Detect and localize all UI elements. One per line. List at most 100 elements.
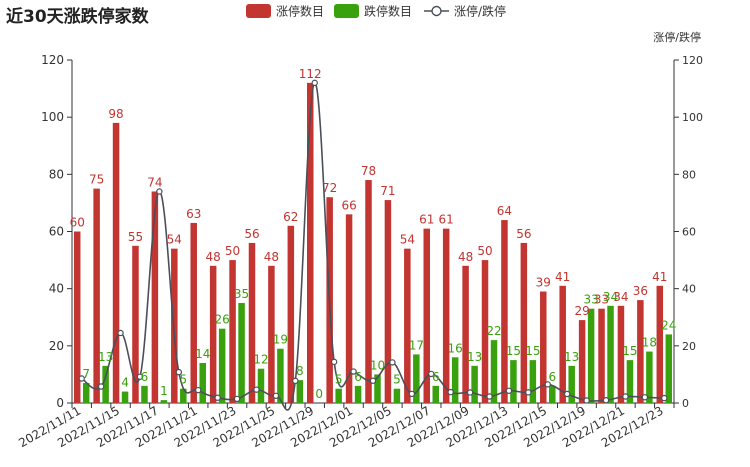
bar-limit-up-label: 98	[108, 107, 123, 121]
bar-limit-up-label: 33	[594, 293, 609, 307]
bar-limit-down-label: 15	[622, 344, 637, 358]
ratio-point	[505, 387, 513, 394]
ratio-point	[661, 394, 668, 402]
y-axis-right-tick-label: 20	[682, 340, 696, 353]
bar-limit-up-label: 62	[283, 210, 298, 224]
bar-limit-up-label: 54	[167, 233, 182, 247]
bar-limit-up	[540, 291, 547, 403]
bar-limit-up	[93, 188, 100, 403]
bar-limit-down-label: 26	[215, 313, 230, 327]
bar-limit-down-label: 5	[335, 373, 343, 387]
bar-limit-down	[587, 308, 595, 403]
bar-limit-down-label: 6	[548, 370, 556, 384]
bar-limit-down	[626, 360, 634, 403]
ratio-point	[195, 386, 202, 394]
bar-limit-down	[82, 382, 90, 403]
bar-limit-up-label: 72	[322, 181, 337, 195]
bar-limit-down-label: 15	[525, 344, 540, 358]
y-axis-right-tick-label: 0	[682, 397, 689, 410]
bar-limit-up-label: 36	[633, 284, 648, 298]
bar-limit-down	[510, 360, 517, 403]
bar-limit-up	[268, 265, 275, 403]
bar-limit-down-label: 1	[160, 384, 168, 398]
bar-limit-up-label: 34	[613, 290, 628, 304]
bar-limit-up-label: 29	[574, 304, 589, 318]
bar-limit-down	[277, 348, 284, 403]
bar-limit-down	[102, 365, 109, 403]
bar-limit-up-label: 50	[477, 244, 492, 258]
bar-limit-down-label: 34	[603, 290, 618, 304]
bar-limit-down	[160, 400, 168, 403]
bar-limit-down-label: 8	[296, 364, 304, 378]
bar-limit-up-label: 71	[380, 184, 395, 198]
bar-limit-down-label: 35	[234, 287, 249, 301]
bar-limit-up	[287, 225, 295, 403]
bar-limit-up-label: 56	[516, 227, 531, 241]
bar-limit-down	[471, 365, 478, 403]
bar-limit-up	[423, 228, 431, 403]
bar-limit-up	[656, 285, 664, 403]
bar-limit-down	[354, 385, 362, 403]
bar-limit-up	[365, 180, 372, 403]
ratio-point	[622, 393, 629, 400]
ratio-point	[389, 359, 396, 366]
bar-limit-down-label: 14	[195, 347, 210, 361]
bar-limit-down	[393, 388, 401, 403]
bar-limit-up-label: 112	[299, 67, 322, 81]
bar-limit-down-label: 4	[121, 376, 129, 390]
bar-limit-up	[481, 260, 489, 403]
y-axis-left-tick-label: 120	[41, 53, 64, 67]
bar-limit-up-label: 60	[70, 216, 85, 230]
bar-limit-down	[257, 368, 265, 403]
bar-limit-down	[141, 385, 148, 403]
ratio-point	[544, 381, 551, 388]
bar-limit-down-label: 24	[661, 318, 676, 332]
legend-label: 涨停/跌停	[454, 4, 506, 19]
legend-swatch	[246, 4, 271, 18]
ratio-point	[78, 375, 85, 382]
legend-label: 涨停数目	[276, 4, 324, 19]
bar-limit-up	[112, 122, 120, 403]
y-axis-left-tick-label: 40	[49, 282, 64, 296]
bar-limit-down-label: 15	[506, 344, 521, 358]
ratio-point	[253, 386, 260, 393]
ratio-point	[602, 397, 610, 404]
bar-limit-up-label: 54	[400, 233, 415, 247]
bar-limit-up-label: 66	[341, 198, 356, 212]
bar-limit-down-label: 13	[467, 350, 482, 364]
ratio-point	[641, 394, 649, 401]
bar-limit-down-label: 6	[141, 370, 149, 384]
bar-limit-up	[578, 320, 586, 403]
bar-limit-down	[238, 302, 245, 403]
bar-limit-up-label: 55	[128, 230, 143, 244]
ratio-point	[408, 390, 416, 398]
bar-limit-down-label: 5	[179, 373, 187, 387]
ratio-point	[369, 377, 377, 384]
y-axis-right-tick-label: 60	[682, 226, 696, 239]
bar-limit-up-label: 39	[536, 276, 551, 290]
bar-limit-up	[617, 305, 625, 403]
bar-limit-down	[121, 391, 129, 403]
bar-limit-down-label: 13	[564, 350, 579, 364]
bar-limit-up	[559, 285, 566, 403]
bar-limit-down	[646, 351, 653, 403]
bar-limit-down-label: 6	[432, 370, 440, 384]
ratio-point	[525, 389, 532, 396]
bar-limit-down-label: 33	[583, 293, 598, 307]
bar-limit-down	[607, 305, 614, 403]
bar-limit-up	[229, 260, 236, 403]
ratio-point	[117, 329, 124, 337]
bar-limit-up	[248, 242, 256, 403]
bar-limit-down-label: 6	[354, 370, 362, 384]
bar-limit-down	[665, 334, 673, 403]
bar-limit-up	[462, 265, 469, 403]
chart-title: 近30天涨跌停家数	[6, 7, 149, 27]
bar-limit-down-label: 0	[315, 387, 323, 401]
bar-limit-up	[209, 265, 217, 403]
bar-limit-up-label: 64	[497, 204, 512, 218]
ratio-point	[233, 395, 241, 403]
bar-limit-down	[529, 360, 537, 403]
bar-limit-down-label: 16	[448, 341, 463, 355]
bar-limit-up	[637, 300, 644, 403]
ratio-point	[156, 188, 163, 195]
